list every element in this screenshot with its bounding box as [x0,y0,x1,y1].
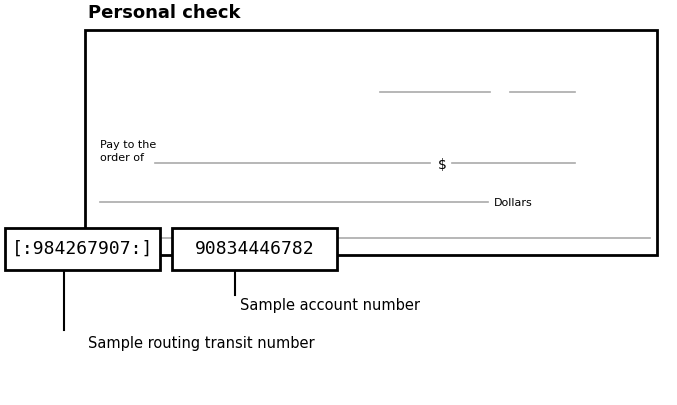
Bar [172,228,337,270]
Text: [:984267907:]: [:984267907:] [12,240,153,258]
Bar [5,228,160,270]
Text: Sample account number: Sample account number [240,298,420,313]
Text: Sample routing transit number: Sample routing transit number [88,336,315,351]
Text: Pay to the: Pay to the [100,140,156,150]
Text: Personal check: Personal check [88,4,240,22]
Text: $: $ [438,158,447,172]
Text: 90834446782: 90834446782 [195,240,314,258]
Text: Dollars: Dollars [494,198,533,208]
Bar [85,30,657,255]
Text: order of: order of [100,153,144,163]
